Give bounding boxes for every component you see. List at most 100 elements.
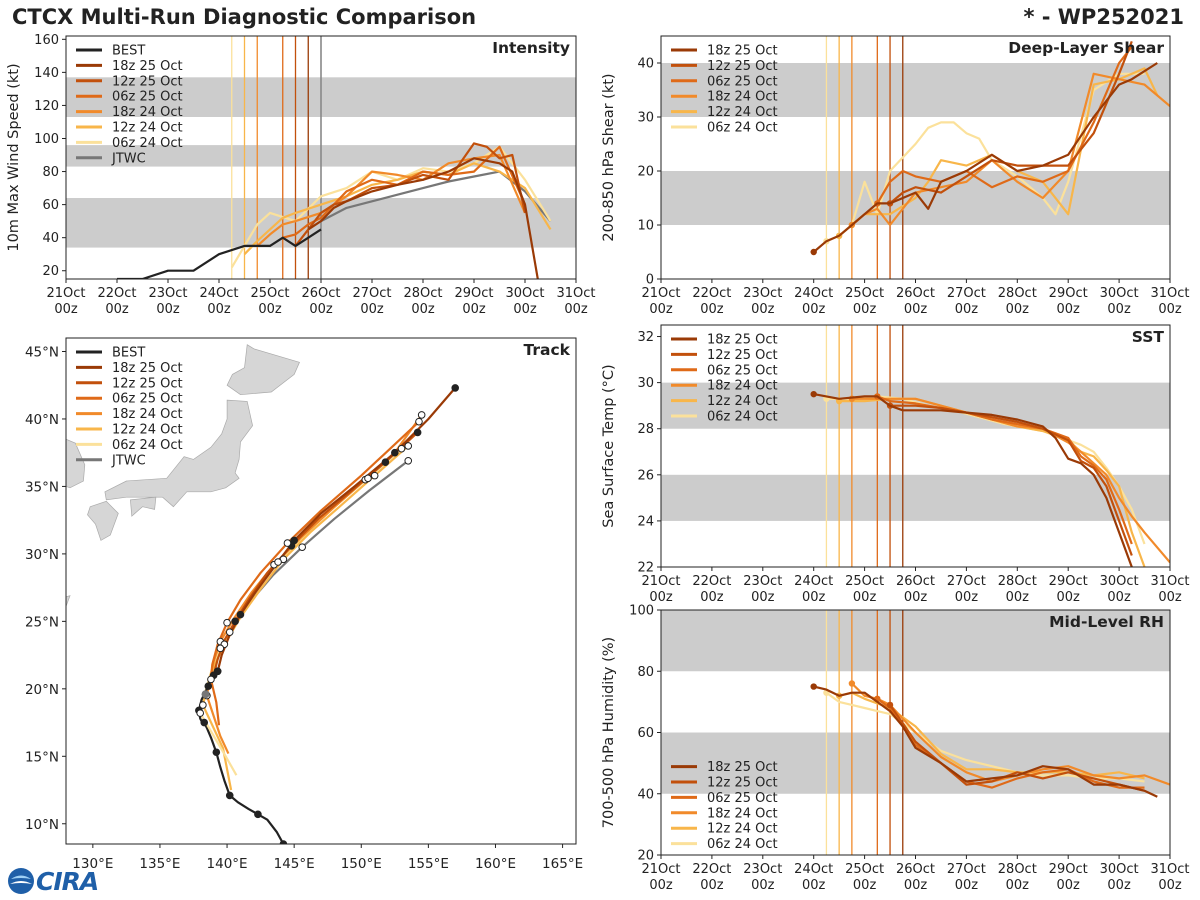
x-tick-label: 00z <box>853 302 877 317</box>
track-point <box>207 675 215 684</box>
y-tick-label: 100 <box>34 132 59 147</box>
track-point <box>223 618 231 627</box>
x-tick-label: 165°E <box>542 856 583 872</box>
panel-sst: 22242628303221Oct00z22Oct00z23Oct00z24Oc… <box>601 324 1190 605</box>
track-point <box>225 791 234 800</box>
legend-label: 12z 24 Oct <box>707 105 778 120</box>
shikoku-land <box>130 496 157 517</box>
panel-title: Track <box>524 341 571 359</box>
series-line-18z-25-oct <box>812 62 1158 253</box>
y-tick-label: 80 <box>42 165 59 180</box>
legend-label: JTWC <box>111 453 146 468</box>
x-tick-label: 21Oct <box>641 574 680 589</box>
legend-label: 06z 24 Oct <box>707 410 778 425</box>
track-line-best <box>197 670 285 844</box>
x-tick-label: 00z <box>513 302 537 317</box>
x-tick-label: 00z <box>1006 878 1030 893</box>
legend-label: 06z 24 Oct <box>707 837 778 852</box>
x-tick-label: 23Oct <box>743 862 782 877</box>
honshu-land <box>104 399 253 508</box>
x-tick-label: 00z <box>360 302 384 317</box>
legend-label: 18z 25 Oct <box>707 760 778 775</box>
x-tick-label: 00z <box>700 878 724 893</box>
series-line-18z-25-oct <box>813 393 1133 567</box>
x-tick-label: 31Oct <box>556 286 595 301</box>
x-tick-label: 00z <box>1158 302 1182 317</box>
x-tick-label: 00z <box>258 302 282 317</box>
map-area <box>66 344 460 844</box>
legend-label: 18z 25 Oct <box>112 59 183 74</box>
y-tick-label: 40 <box>637 787 654 802</box>
y-tick-label: 80 <box>637 665 654 680</box>
logo-text: CIRA <box>36 866 99 896</box>
legend-label: 06z 25 Oct <box>707 363 778 378</box>
init-point <box>886 701 894 709</box>
panel-title: Deep-Layer Shear <box>1008 39 1164 57</box>
x-tick-label: 00z <box>853 590 877 605</box>
x-tick-label: 26Oct <box>301 286 340 301</box>
track-point <box>254 810 262 819</box>
x-tick-label: 28Oct <box>403 286 442 301</box>
x-tick-label: 00z <box>649 302 673 317</box>
x-tick-label: 21Oct <box>46 286 85 301</box>
y-axis-label: 10m Max Wind Speed (kt) <box>6 63 22 251</box>
okinawa-land <box>66 595 71 608</box>
track-point <box>364 474 372 483</box>
y-tick-label: 40°N <box>25 412 59 428</box>
panel-shear: 01020304021Oct00z22Oct00z23Oct00z24Oct00… <box>601 35 1190 317</box>
x-tick-label: 27Oct <box>947 574 986 589</box>
legend-label: 18z 25 Oct <box>707 333 778 348</box>
x-tick-label: 00z <box>564 302 588 317</box>
x-tick-label: 130°E <box>72 856 113 872</box>
y-tick-label: 28 <box>637 422 654 437</box>
track-point <box>231 617 239 626</box>
y-axis-label: 200-850 hPa Shear (kt) <box>601 73 617 241</box>
korea-land <box>66 438 86 489</box>
x-tick-label: 24Oct <box>794 286 833 301</box>
legend-label: 12z 25 Oct <box>707 348 778 363</box>
x-tick-label: 30Oct <box>505 286 544 301</box>
x-tick-label: 28Oct <box>998 286 1037 301</box>
panel-title: Mid-Level RH <box>1049 613 1164 631</box>
x-tick-label: 00z <box>700 590 724 605</box>
y-tick-label: 24 <box>637 514 654 529</box>
x-tick-label: 25Oct <box>845 862 884 877</box>
series-line-06z-25-oct <box>282 145 527 239</box>
track-spur <box>209 679 221 726</box>
x-tick-label: 27Oct <box>947 286 986 301</box>
x-tick-label: 160°E <box>475 856 516 872</box>
y-axis-label: 700-500 hPa Humidity (%) <box>601 637 617 828</box>
y-tick-label: 60 <box>42 198 59 213</box>
x-tick-label: 25Oct <box>845 286 884 301</box>
x-tick-label: 00z <box>751 302 775 317</box>
x-tick-label: 150°E <box>341 856 382 872</box>
legend-label: JTWC <box>111 151 146 166</box>
panel-title: SST <box>1132 328 1165 346</box>
y-tick-label: 40 <box>42 231 59 246</box>
x-tick-label: 30Oct <box>1100 574 1139 589</box>
x-tick-label: 140°E <box>207 856 248 872</box>
shaded-band <box>661 610 1170 672</box>
x-tick-label: 00z <box>156 302 180 317</box>
track-point <box>381 458 390 466</box>
track-point <box>404 456 413 465</box>
series-line-best <box>117 228 322 279</box>
track-point <box>279 840 288 844</box>
x-tick-label: 00z <box>105 302 129 317</box>
x-tick-label: 21Oct <box>641 286 680 301</box>
figure-title: CTCX Multi-Run Diagnostic Comparison <box>12 5 477 29</box>
track-point <box>391 448 399 457</box>
x-tick-label: 24Oct <box>794 862 833 877</box>
x-tick-label: 00z <box>1057 878 1081 893</box>
x-tick-label: 00z <box>1057 302 1081 317</box>
x-tick-label: 00z <box>904 590 928 605</box>
series-line-18z-25-oct <box>307 157 539 279</box>
x-tick-label: 00z <box>802 878 826 893</box>
x-tick-label: 26Oct <box>896 286 935 301</box>
legend-label: BEST <box>112 346 145 361</box>
y-tick-label: 15°N <box>25 749 59 765</box>
track-point <box>283 539 292 547</box>
series-group <box>810 680 1170 798</box>
x-tick-label: 27Oct <box>352 286 391 301</box>
